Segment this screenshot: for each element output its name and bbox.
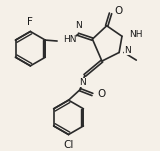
Text: N: N: [124, 46, 131, 55]
Text: N: N: [80, 78, 86, 87]
Text: HN: HN: [63, 35, 76, 44]
Text: Cl: Cl: [63, 140, 74, 150]
Text: O: O: [114, 6, 123, 16]
Text: O: O: [97, 89, 105, 100]
Text: N: N: [75, 21, 81, 30]
Text: NH: NH: [130, 30, 143, 39]
Text: F: F: [28, 17, 33, 27]
